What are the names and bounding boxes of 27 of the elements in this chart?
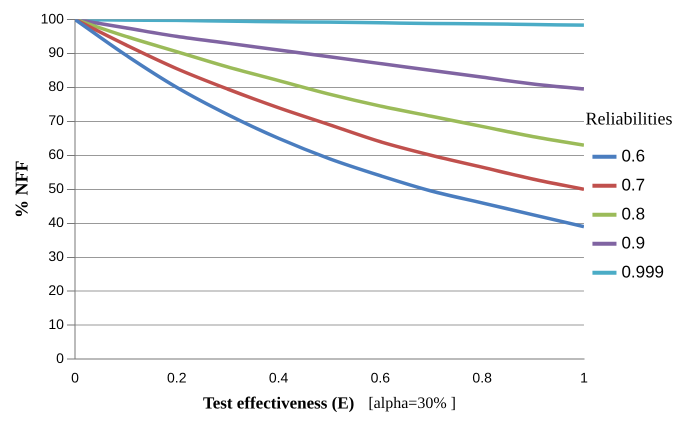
x-tick-label: 1 bbox=[580, 369, 588, 386]
x-tick-label: 0.8 bbox=[472, 369, 492, 386]
legend-label: 0.8 bbox=[621, 204, 646, 224]
x-tick-label: 0 bbox=[71, 369, 80, 386]
y-tick-label: 0 bbox=[56, 350, 64, 366]
x-tick-label: 0.2 bbox=[167, 369, 187, 386]
legend-label: 0.999 bbox=[621, 262, 664, 282]
legend-label: 0.6 bbox=[621, 146, 646, 166]
x-tick-label: 0.4 bbox=[268, 369, 288, 386]
x-axis-title: Test effectiveness (E) bbox=[202, 393, 354, 412]
y-tick-label: 20 bbox=[48, 282, 64, 298]
y-tick-label: 70 bbox=[48, 112, 64, 128]
legend-label: 0.9 bbox=[621, 233, 646, 252]
y-tick-label: 30 bbox=[48, 248, 64, 264]
y-axis-title: % NFF bbox=[11, 160, 32, 218]
y-tick-label: 100 bbox=[40, 10, 64, 26]
y-tick-label: 90 bbox=[48, 44, 64, 60]
y-tick-label: 40 bbox=[48, 214, 64, 230]
legend-label: 0.7 bbox=[621, 175, 646, 194]
text: [alpha=30% ] bbox=[368, 395, 456, 412]
y-tick-label: 50 bbox=[48, 180, 64, 196]
y-tick-label: 60 bbox=[48, 146, 64, 162]
x-tick-label: 0.6 bbox=[370, 369, 390, 386]
y-tick-label: 10 bbox=[48, 316, 64, 332]
y-tick-label: 80 bbox=[48, 78, 64, 94]
line-series bbox=[74, 19, 584, 228]
legend-title: Reliabilities bbox=[585, 108, 672, 128]
